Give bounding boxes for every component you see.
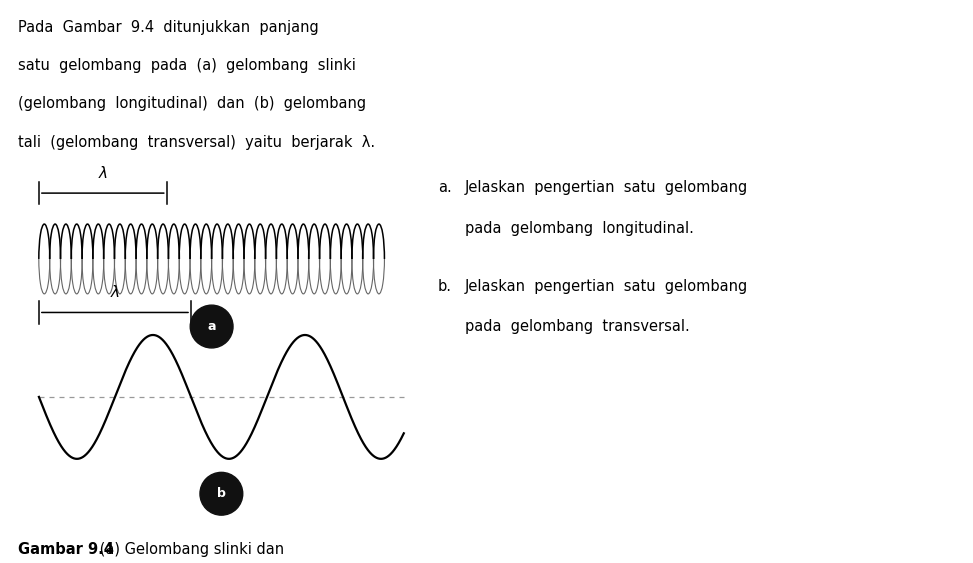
Text: pada  gelombang  transversal.: pada gelombang transversal. — [465, 319, 690, 334]
Text: Jelaskan  pengertian  satu  gelombang: Jelaskan pengertian satu gelombang — [465, 279, 748, 294]
Text: satu  gelombang  pada  (a)  gelombang  slinki: satu gelombang pada (a) gelombang slinki — [18, 58, 355, 73]
Text: a.: a. — [438, 180, 451, 195]
Text: λ: λ — [98, 166, 107, 181]
Text: (a) Gelombang slinki dan: (a) Gelombang slinki dan — [95, 542, 284, 557]
Text: tali  (gelombang  transversal)  yaitu  berjarak  λ.: tali (gelombang transversal) yaitu berja… — [18, 135, 375, 150]
Text: Pada  Gambar  9.4  ditunjukkan  panjang: Pada Gambar 9.4 ditunjukkan panjang — [18, 20, 318, 35]
Text: b: b — [217, 487, 226, 501]
Text: λ: λ — [111, 285, 120, 300]
Text: b.: b. — [438, 279, 451, 294]
Circle shape — [200, 472, 242, 515]
Text: pada  gelombang  longitudinal.: pada gelombang longitudinal. — [465, 221, 694, 236]
Circle shape — [191, 305, 233, 348]
Text: Jelaskan  pengertian  satu  gelombang: Jelaskan pengertian satu gelombang — [465, 180, 748, 195]
Text: (gelombang  longitudinal)  dan  (b)  gelombang: (gelombang longitudinal) dan (b) gelomba… — [18, 96, 366, 111]
Text: a: a — [207, 320, 216, 333]
Text: Gambar 9.4: Gambar 9.4 — [18, 542, 114, 557]
